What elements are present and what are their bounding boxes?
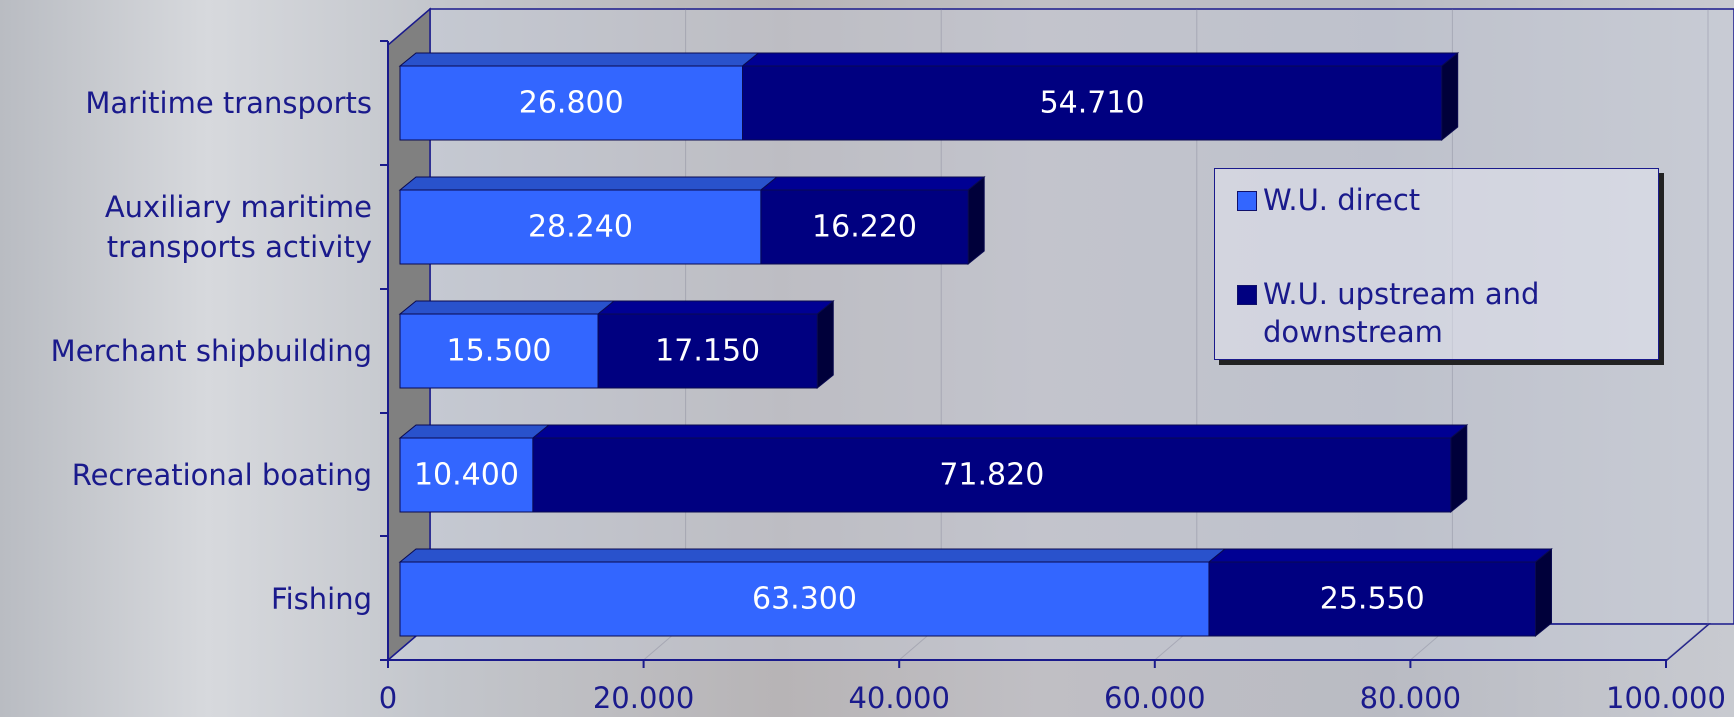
bar	[597, 313, 818, 389]
bar-side	[816, 299, 834, 390]
x-tick-label: 20.000	[593, 681, 694, 715]
bar-top	[398, 176, 779, 191]
value-label: 16.220	[812, 210, 917, 245]
bar	[399, 65, 744, 141]
legend-label: W.U. upstream and downstream	[1263, 277, 1540, 349]
bar	[399, 189, 762, 265]
value-label: 15.500	[447, 334, 552, 369]
bar	[742, 65, 1443, 141]
y-tick-label: Auxiliary maritime transports activity	[104, 190, 372, 264]
grid-line	[1665, 623, 1709, 661]
legend-label: W.U. direct	[1263, 183, 1421, 217]
legend-item: W.U. upstream and downstream	[1237, 275, 1643, 351]
value-label: 71.820	[939, 458, 1044, 493]
legend-swatch	[1237, 191, 1257, 211]
value-label: 63.300	[752, 582, 857, 617]
legend-item: W.U. direct	[1237, 181, 1643, 219]
y-tick-label: Recreational boating	[71, 458, 372, 492]
bar-side	[1450, 423, 1468, 514]
y-tick-label: Fishing	[271, 582, 372, 616]
bar-side	[967, 175, 985, 266]
bar-top	[398, 300, 616, 315]
bar	[1208, 561, 1537, 637]
bar-top	[531, 424, 1469, 439]
x-tick-label: 40.000	[848, 681, 949, 715]
x-tick-label: 0	[379, 681, 397, 715]
x-tick-label: 100.000	[1606, 681, 1726, 715]
bar-top	[596, 300, 835, 315]
value-label: 26.800	[519, 86, 624, 121]
bar	[760, 189, 969, 265]
value-label: 25.550	[1320, 582, 1425, 617]
bar-side	[1535, 547, 1553, 638]
bar-top	[759, 176, 986, 191]
bar-top	[398, 548, 1227, 563]
bar-top	[398, 52, 760, 67]
y-tick-label: Merchant shipbuilding	[50, 334, 372, 368]
value-label: 28.240	[528, 210, 633, 245]
x-tick-label: 60.000	[1104, 681, 1205, 715]
legend: W.U. direct W.U. upstream and downstream	[1214, 168, 1659, 360]
value-label: 10.400	[414, 458, 519, 493]
bar-top	[1207, 548, 1553, 563]
legend-swatch	[1237, 285, 1257, 305]
bar-top	[398, 424, 551, 439]
value-label: 54.710	[1040, 86, 1145, 121]
bar-side	[1441, 51, 1459, 142]
bar	[532, 437, 1452, 513]
bar-top	[741, 52, 1460, 67]
value-label: 17.150	[655, 334, 760, 369]
y-tick-label: Maritime transports	[85, 86, 372, 120]
bar	[399, 437, 534, 513]
bar	[399, 561, 1210, 637]
bar	[399, 313, 599, 389]
category-ticks	[380, 40, 388, 661]
x-tick-label: 80.000	[1360, 681, 1461, 715]
